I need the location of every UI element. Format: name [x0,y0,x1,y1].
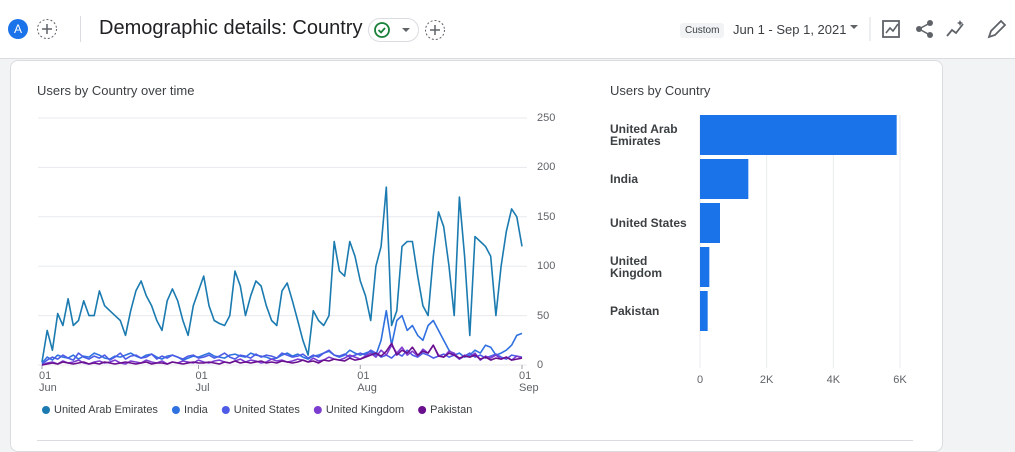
divider [80,16,81,42]
x-tick-label: 01 Sep [519,370,539,394]
legend-swatch [42,406,50,414]
date-badge: Custom [680,23,725,38]
legend-label: Pakistan [430,404,473,416]
x-tick-label: 01 Jun [39,370,57,394]
page-title: Demographic details: Country [99,17,363,39]
avatar[interactable]: A [8,19,28,39]
chart-title: Users by Country [610,83,711,98]
line [41,309,523,364]
title-actions[interactable] [368,17,448,43]
x-tick-label: 4K [826,374,841,386]
legend-label: United States [233,404,300,416]
line [41,186,523,363]
x-tick-label: 0 [696,374,704,386]
legend-label: India [183,404,208,416]
y-tick-label: 250 [537,112,556,124]
y-tick-label: 150 [537,210,556,223]
legend-swatch [221,406,230,414]
line [41,342,523,366]
legend-label: United Arab Emirates [54,404,158,416]
divider [37,440,913,441]
bar [700,247,710,287]
legend-swatch [313,406,322,414]
y-tick-label: 0 [537,359,544,371]
legend-swatch [171,406,180,414]
x-tick-label: 01 Jul [195,370,210,394]
category-label: United Arab Emirates [610,122,678,148]
line [41,349,523,365]
top-bar: A Demographic details: Country Custom Ju… [0,0,1015,59]
category-label: United States [610,216,687,230]
x-tick-label: 6K [893,374,907,386]
category-label: Pakistan [610,304,660,318]
x-tick-label: 2K [759,374,774,386]
bar [700,115,897,155]
legend-label: United Kingdom [325,404,405,416]
chart-title: Users by Country over time [37,83,195,98]
bar [700,291,708,331]
bar [700,159,749,199]
y-tick-label: 50 [537,309,550,322]
category-label: India [610,172,639,186]
x-tick-label: 01 Aug [357,370,377,394]
add-comparison[interactable] [36,18,58,40]
y-tick-label: 100 [537,260,556,273]
toolbar-icons[interactable] [846,14,1011,44]
date-range[interactable]: Jun 1 - Sep 1, 2021 [733,22,847,37]
category-label: United Kingdom [610,254,662,280]
bar [700,203,720,243]
y-tick-label: 200 [537,161,556,174]
legend-swatch [418,406,427,414]
